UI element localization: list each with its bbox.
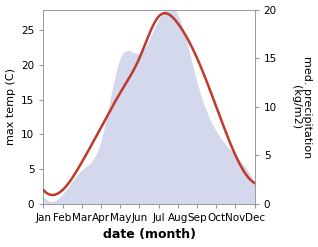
Y-axis label: med. precipitation
(kg/m2): med. precipitation (kg/m2) (291, 56, 313, 158)
X-axis label: date (month): date (month) (102, 228, 196, 242)
Y-axis label: max temp (C): max temp (C) (5, 68, 16, 145)
